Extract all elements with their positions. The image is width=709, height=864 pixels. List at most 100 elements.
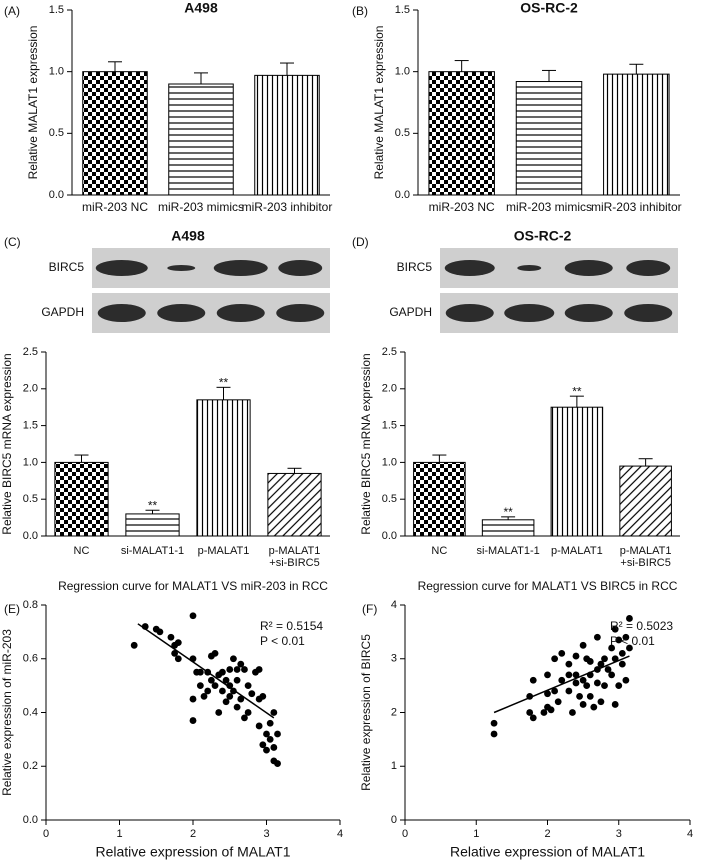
chart-title: A498 <box>184 0 218 16</box>
x-tick-label: miR-203 inhibitor <box>241 201 333 214</box>
point <box>611 655 619 663</box>
x-tick-label: si-MALAT1-1 <box>120 545 185 557</box>
point <box>554 698 562 706</box>
y-axis-label: Relative MALAT1 expression <box>26 26 40 180</box>
x-tick-label: NC <box>73 545 90 557</box>
panel-label: (B) <box>352 4 368 18</box>
point <box>558 649 566 657</box>
point <box>544 703 551 711</box>
x-tick-label: p-MALAT1 <box>550 545 603 557</box>
x-tick-label: 0 <box>43 828 49 840</box>
y-tick-label: 0.8 <box>23 599 38 611</box>
point <box>597 660 605 668</box>
point <box>569 709 576 716</box>
point <box>270 709 278 716</box>
value-annotation: ** <box>219 375 229 389</box>
panel-label: (F) <box>362 602 377 616</box>
y-tick-label: 1.0 <box>395 66 410 78</box>
point <box>529 676 537 684</box>
point <box>204 687 212 695</box>
blot-band <box>157 304 206 322</box>
point <box>244 709 252 716</box>
chart-title: OS-RC-2 <box>520 0 578 16</box>
x-label-box: si-MALAT1-1 <box>120 545 185 557</box>
point <box>526 709 534 716</box>
blot-band <box>626 260 671 276</box>
x-tick-label: si-MALAT1-1 <box>476 545 540 557</box>
chart-title: OS-RC-2 <box>514 228 572 244</box>
value-annotation: ** <box>148 498 158 512</box>
bar <box>196 399 251 537</box>
x-tick-label: 4 <box>337 828 343 840</box>
y-tick-label: 0.5 <box>23 493 38 505</box>
point <box>189 695 197 703</box>
point <box>171 649 179 657</box>
point <box>622 676 630 684</box>
bar <box>603 73 670 196</box>
annotation: P < 0.01 <box>610 634 655 648</box>
x-label-box: p-MALAT1 +si-BIRC5 <box>620 545 672 569</box>
y-tick-label: 0.5 <box>395 127 410 139</box>
point <box>233 666 241 673</box>
x-tick-label: 2 <box>190 828 196 840</box>
x-tick-label: miR-203 mimics <box>505 201 592 214</box>
point <box>255 666 263 673</box>
annotation: R² = 0.5154 <box>260 619 323 633</box>
point <box>241 714 248 722</box>
y-axis-label: Relative MALAT1 expression <box>372 26 386 180</box>
blot-band <box>216 304 265 322</box>
x-tick-label: NC <box>431 545 448 557</box>
x-label-box: miR-203 inhibitor <box>241 201 333 214</box>
point <box>219 687 226 695</box>
point <box>551 655 559 663</box>
y-tick-label: 1.0 <box>23 456 38 468</box>
y-axis-label: Relative expression of BIRC5 <box>359 634 373 791</box>
point <box>601 655 608 663</box>
x-tick-label: 3 <box>263 828 269 840</box>
point <box>544 690 551 698</box>
blot-band <box>97 304 146 322</box>
bar <box>550 406 604 537</box>
fit-line <box>137 623 275 719</box>
x-axis-label: Relative expression of MALAT1 <box>450 844 645 860</box>
point <box>529 714 537 722</box>
point <box>259 692 267 700</box>
point <box>490 730 498 738</box>
point <box>565 671 573 679</box>
blot-label: BIRC5 <box>49 260 85 274</box>
x-tick-label: 3 <box>616 828 622 840</box>
point <box>196 682 204 690</box>
y-tick-label: 1.5 <box>49 4 64 16</box>
x-axis-label: Relative expression of MALAT1 <box>95 844 290 860</box>
point <box>167 633 175 641</box>
x-tick-label: 0 <box>402 828 408 840</box>
y-tick-label: 0 <box>391 814 397 826</box>
bar <box>481 519 535 537</box>
y-tick-label: 1 <box>391 760 397 772</box>
blot-band <box>167 265 196 271</box>
point <box>270 744 278 751</box>
point <box>597 698 605 706</box>
point <box>244 682 252 690</box>
y-tick-label: 0.6 <box>23 653 38 665</box>
point <box>196 668 204 676</box>
point <box>572 652 580 660</box>
bar <box>413 461 466 537</box>
x-label-box: p-MALAT1 <box>550 545 603 557</box>
bar <box>168 83 234 196</box>
point <box>572 671 580 679</box>
point <box>174 639 182 647</box>
y-tick-label: 0.4 <box>23 706 38 718</box>
chart-title: Regression curve for MALAT1 VS miR-203 i… <box>58 579 328 593</box>
point <box>237 660 245 668</box>
point <box>558 676 566 684</box>
point <box>593 679 601 687</box>
y-tick-label: 1.5 <box>395 4 410 16</box>
y-axis-label: Relative BIRC5 mRNA expression <box>359 353 373 534</box>
point <box>230 655 237 663</box>
point <box>615 682 623 690</box>
point <box>540 709 548 716</box>
chart-title: Regression curve for MALAT1 VS BIRC5 in … <box>418 579 678 593</box>
x-tick-label: 1 <box>116 828 122 840</box>
x-label-box: si-MALAT1-1 <box>476 545 540 557</box>
